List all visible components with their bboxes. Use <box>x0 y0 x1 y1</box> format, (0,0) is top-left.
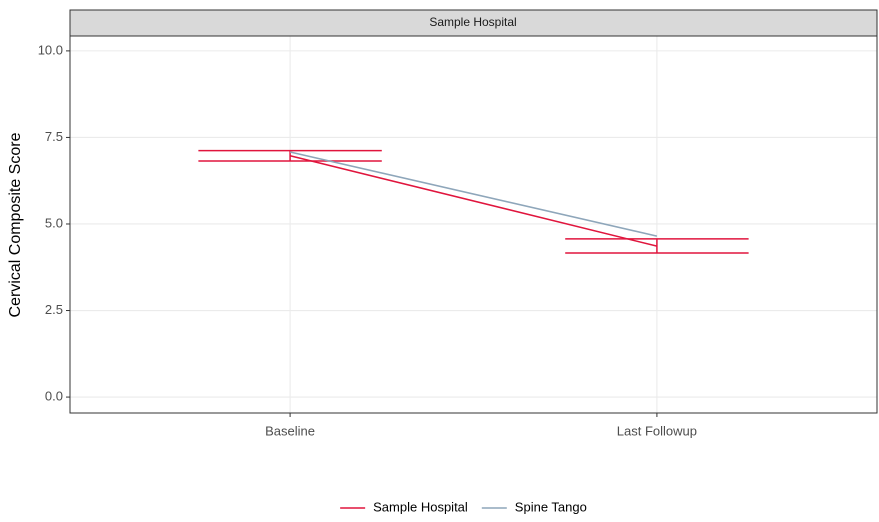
x-tick-label: Last Followup <box>617 423 697 438</box>
y-tick-label: 5.0 <box>45 215 63 230</box>
y-tick-label: 2.5 <box>45 302 63 317</box>
legend-label: Sample Hospital <box>373 499 468 514</box>
facet-strip <box>69 9 878 37</box>
facet-label: Sample Hospital <box>429 15 516 29</box>
y-tick-label: 0.0 <box>45 389 63 404</box>
y-tick-label: 10.0 <box>38 42 63 57</box>
y-tick-label: 7.5 <box>45 129 63 144</box>
legend-label: Spine Tango <box>515 499 587 514</box>
x-tick-label: Baseline <box>265 423 315 438</box>
series-line <box>289 155 658 247</box>
panel-border <box>69 35 878 414</box>
y-axis-label: Cervical Composite Score <box>7 132 24 317</box>
series-line <box>289 151 658 237</box>
